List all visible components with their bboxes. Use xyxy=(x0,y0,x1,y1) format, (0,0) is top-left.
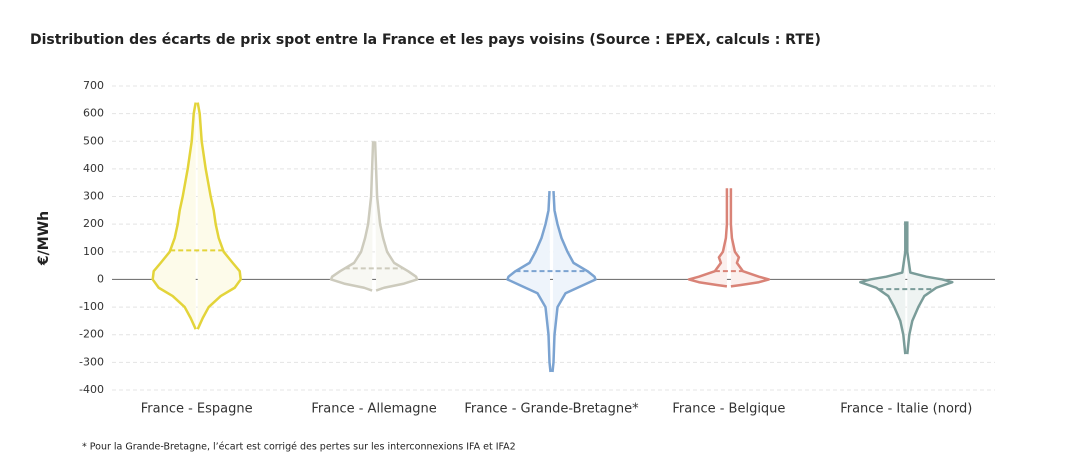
violin-half xyxy=(729,188,771,288)
y-tick-label: 0 xyxy=(97,272,104,285)
y-tick-label: 100 xyxy=(83,245,104,258)
y-tick-label: 300 xyxy=(83,190,104,203)
y-tick-label: -400 xyxy=(79,383,104,396)
violin-half xyxy=(906,221,954,355)
footnote: * Pour la Grande-Bretagne, l’écart est c… xyxy=(82,442,516,453)
violin-half xyxy=(859,221,907,355)
y-tick-label: 600 xyxy=(83,107,104,120)
violin-half xyxy=(551,190,597,373)
violin-half xyxy=(687,188,729,288)
y-axis-label: €/MWh xyxy=(36,211,52,266)
y-tick-label: 200 xyxy=(83,217,104,230)
y-tick-label: 400 xyxy=(83,162,104,175)
violin-half xyxy=(151,102,197,330)
y-tick-label: -200 xyxy=(79,328,104,341)
x-tick-label: France - Belgique xyxy=(672,402,785,417)
violin-half xyxy=(373,141,419,292)
y-tick-label: 500 xyxy=(83,134,104,147)
violin-half xyxy=(196,102,242,330)
x-tick-label: France - Grande-Bretagne* xyxy=(464,402,639,417)
y-tick-label: -300 xyxy=(79,355,104,368)
y-tick-label: 700 xyxy=(83,79,104,92)
chart-title: Distribution des écarts de prix spot ent… xyxy=(30,32,821,48)
violin-half xyxy=(506,190,552,373)
y-tick-label: -100 xyxy=(79,300,104,313)
x-tick-label: France - Italie (nord) xyxy=(840,402,972,417)
x-tick-label: France - Espagne xyxy=(141,402,253,417)
violin-half xyxy=(329,141,375,292)
x-tick-label: France - Allemagne xyxy=(311,402,436,417)
